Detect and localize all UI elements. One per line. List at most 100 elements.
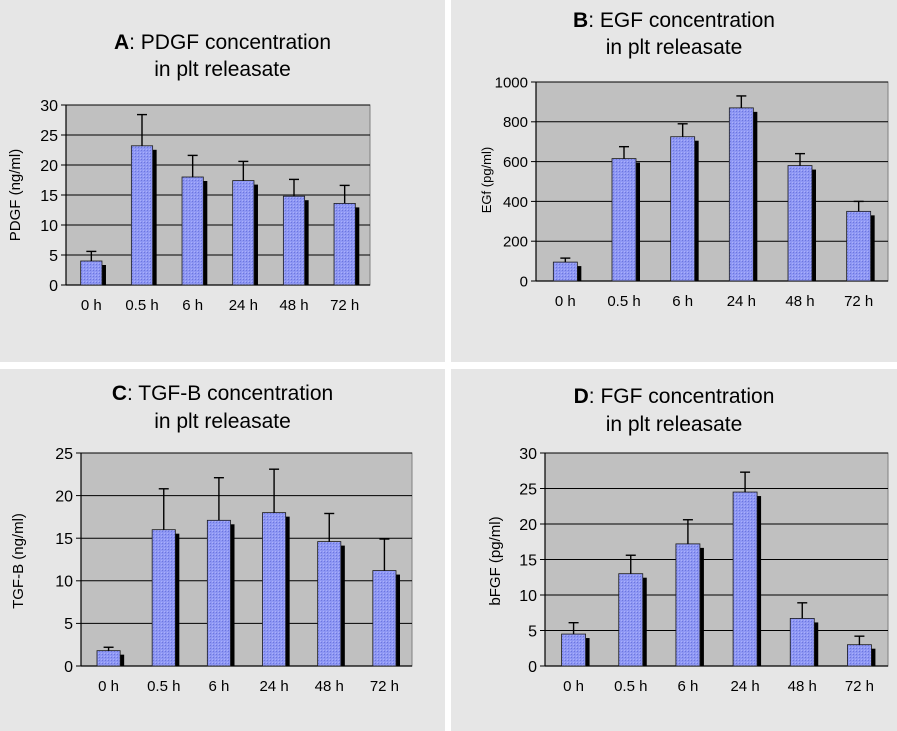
y-axis-label: PDGF (ng/ml) <box>7 149 24 242</box>
bar <box>675 543 701 667</box>
y-tick-label: 0 <box>64 659 73 676</box>
bar <box>206 519 231 667</box>
bar <box>618 573 644 667</box>
y-tick-label: 30 <box>40 98 58 115</box>
bar <box>282 195 306 286</box>
x-tick-label: 48 h <box>788 678 817 695</box>
x-tick-label: 24 h <box>727 293 756 310</box>
bar <box>181 176 204 286</box>
bar <box>333 202 356 286</box>
y-tick-label: 20 <box>519 517 537 534</box>
chart-title-line1: : PDGF concentration <box>129 31 332 54</box>
x-tick-label: 72 h <box>845 678 874 695</box>
y-tick-label: 5 <box>49 248 58 265</box>
bar <box>846 210 872 282</box>
x-tick-label: 6 h <box>208 678 229 695</box>
y-tick-label: 800 <box>503 114 528 131</box>
y-tick-label: 0 <box>520 273 528 290</box>
x-tick-label: 48 h <box>279 297 308 314</box>
bar <box>561 633 586 667</box>
chart-title-line1: : FGF concentration <box>588 385 775 408</box>
y-tick-label: 10 <box>519 588 537 605</box>
y-tick-label: 15 <box>55 531 73 548</box>
y-tick-label: 1000 <box>495 74 528 91</box>
chart-title-prefix: D <box>573 385 589 408</box>
chart-plot: 0 5 10 15 20 25 30 PDGF (ng/ml) 0 h 0.5 h 6 h 24 h 4… <box>7 98 371 314</box>
y-tick-label: 20 <box>55 488 73 505</box>
chart-title-prefix: C <box>111 382 127 405</box>
plot-area <box>80 452 413 667</box>
y-tick-label: 5 <box>64 616 73 633</box>
bar <box>80 260 103 286</box>
y-tick-label: 5 <box>528 623 537 640</box>
bar <box>317 541 342 667</box>
y-tick-label: 25 <box>519 481 537 498</box>
y-tick-label: 30 <box>519 446 537 463</box>
x-tick-label: 6 h <box>677 678 698 695</box>
chart-title: C: TGF-B concentration <box>0 381 445 406</box>
x-tick-label: 0.5 h <box>125 297 158 314</box>
chart-subtitle: in plt releasate <box>605 413 743 436</box>
y-tick-label: 15 <box>519 552 537 569</box>
y-tick-label: 400 <box>503 194 528 211</box>
bar <box>552 261 578 282</box>
x-tick-label: 0 h <box>98 678 119 695</box>
x-tick-label: 0 h <box>563 678 584 695</box>
bar <box>130 145 154 286</box>
bar <box>789 618 815 667</box>
bar <box>670 136 696 282</box>
chart-title-prefix: A <box>113 31 130 54</box>
x-tick-label: 24 h <box>259 678 288 695</box>
chart-title: B: EGF concentration <box>451 8 897 33</box>
bar <box>732 491 758 667</box>
x-tick-label: 72 h <box>370 678 399 695</box>
chart-subtitle: in plt releasate <box>154 58 291 81</box>
x-tick-label: 72 h <box>330 297 359 314</box>
bar <box>372 570 397 667</box>
chart-subtitle: in plt releasate <box>605 36 743 59</box>
chart-title-line1: : EGF concentration <box>588 9 775 32</box>
chart-plot: 0 200 400 600 800 1000 EGf (pg/ml) 0 h 0.5 h 6 h 2… <box>479 74 889 310</box>
x-tick-label: 24 h <box>229 297 258 314</box>
chart-panel-b: B: EGF concentration in plt releasate 0 2… <box>451 0 897 362</box>
x-tick-label: 0.5 h <box>607 293 640 310</box>
y-tick-label: 200 <box>503 234 528 251</box>
bar <box>787 165 813 282</box>
y-axis-label: bFGF (pg/ml) <box>487 516 504 605</box>
bar <box>232 180 255 286</box>
x-tick-label: 6 h <box>672 293 693 310</box>
y-tick-label: 0 <box>49 278 58 295</box>
x-tick-label: 48 h <box>785 293 814 310</box>
chart-subtitle: in plt releasate <box>154 410 291 433</box>
bar <box>96 650 121 667</box>
y-axis-label: EGf (pg/ml) <box>479 147 494 213</box>
x-tick-label: 24 h <box>730 678 759 695</box>
chart-plot: 0 5 10 15 20 25 30 bFGF (pg/ml) 0 h 0.5 h 6 h 24 h 4… <box>487 446 889 695</box>
x-tick-label: 6 h <box>182 297 203 314</box>
chart-panel-a: A: PDGF concentration in plt releasate 0… <box>0 0 445 362</box>
x-tick-label: 72 h <box>844 293 873 310</box>
x-tick-label: 0 h <box>81 297 102 314</box>
y-tick-label: 20 <box>40 158 58 175</box>
chart-title: A: PDGF concentration <box>0 30 445 55</box>
y-tick-label: 10 <box>55 574 73 591</box>
y-tick-label: 25 <box>55 446 73 463</box>
chart-panel-d: D: FGF concentration in plt releasate 0 5… <box>451 369 897 731</box>
x-tick-label: 0.5 h <box>614 678 647 695</box>
y-tick-label: 10 <box>40 218 58 235</box>
bar <box>728 107 754 282</box>
plot-area <box>535 81 889 282</box>
y-tick-label: 0 <box>528 659 537 676</box>
bar <box>611 158 637 282</box>
y-tick-label: 15 <box>40 188 58 205</box>
x-tick-label: 0.5 h <box>147 678 180 695</box>
bar <box>151 529 176 667</box>
y-tick-label: 25 <box>40 128 58 145</box>
y-axis-label: TGF-B (ng/ml) <box>10 513 27 609</box>
chart-title: D: FGF concentration <box>451 384 897 409</box>
bar <box>262 512 287 667</box>
chart-title-line1: : TGF-B concentration <box>126 382 334 405</box>
x-tick-label: 0 h <box>555 293 576 310</box>
x-tick-label: 48 h <box>315 678 344 695</box>
chart-title-prefix: B <box>573 9 589 32</box>
